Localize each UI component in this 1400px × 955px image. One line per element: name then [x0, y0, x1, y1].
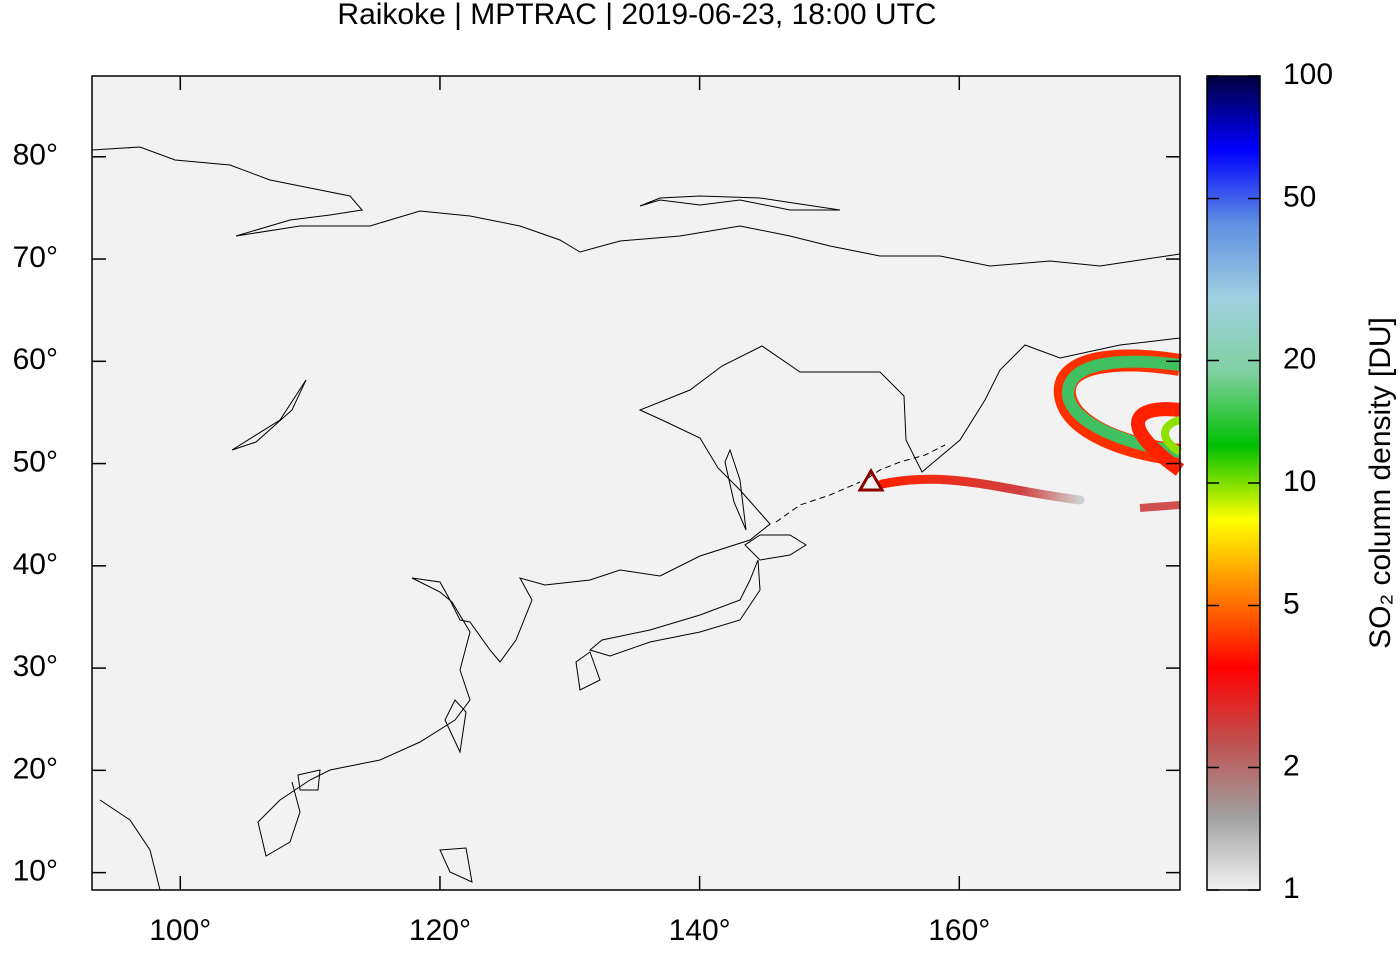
- colorbar-tick-label: 5: [1283, 587, 1300, 620]
- y-tick-label: 80°: [13, 139, 58, 172]
- plot-frame: [91, 75, 1181, 891]
- y-tick-label: 10°: [13, 855, 58, 888]
- colorbar-tick-label: 1: [1283, 872, 1300, 905]
- x-tick-label: 140°: [669, 914, 731, 947]
- map-background: [92, 76, 1180, 890]
- so2-plume: [877, 349, 1185, 512]
- x-tick-label: 160°: [928, 914, 990, 947]
- y-tick-label: 60°: [13, 343, 58, 376]
- colorbar-tick-label: 100: [1283, 58, 1333, 91]
- x-tick-label: 120°: [409, 914, 471, 947]
- y-tick-label: 70°: [13, 241, 58, 274]
- coastlines: [91, 146, 1181, 891]
- volcano-marker: [857, 467, 885, 492]
- title: Raikoke | MPTRAC | 2019-06-23, 18:00 UTC: [337, 0, 936, 31]
- y-tick-label: 20°: [13, 752, 58, 785]
- colorbar-tick-label: 10: [1283, 465, 1316, 498]
- colorbar-tick-label: 20: [1283, 342, 1316, 375]
- y-tick-label: 40°: [13, 548, 58, 581]
- colorbar-label: SO₂ column density [DU]: [1364, 317, 1397, 649]
- colorbar-tick-label: 50: [1283, 180, 1316, 213]
- y-tick-label: 30°: [13, 650, 58, 683]
- colorbar-tick-label: 2: [1283, 749, 1300, 782]
- x-tick-label: 100°: [149, 914, 211, 947]
- y-tick-label: 50°: [13, 445, 58, 478]
